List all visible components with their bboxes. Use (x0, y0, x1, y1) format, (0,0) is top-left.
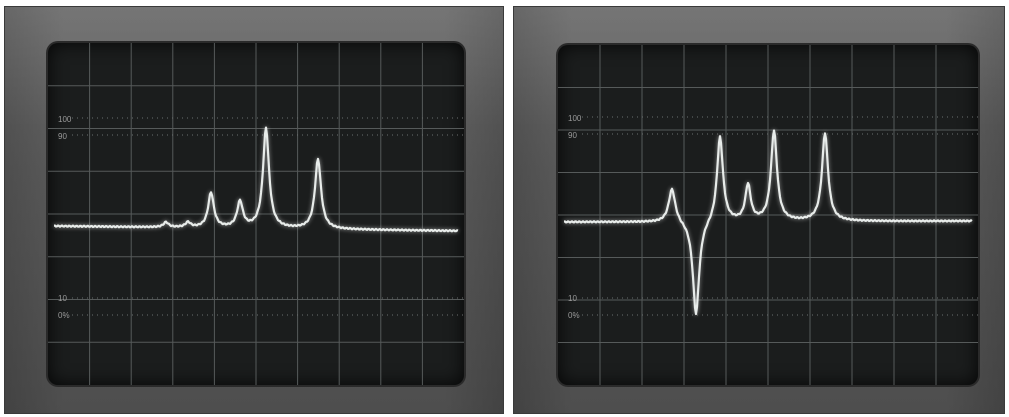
marker-90: 90 (568, 131, 577, 140)
reference-lines-right (582, 116, 978, 316)
oscilloscope-screen-right: 100 90 10 0% (558, 45, 978, 385)
trace-waveform-right (563, 129, 973, 316)
marker-90: 90 (58, 132, 67, 141)
trace-waveform-left (53, 126, 459, 233)
screen-graphics-left: 100 90 10 0% (48, 43, 464, 385)
screen-graphics-right: 100 90 10 0% (558, 45, 978, 385)
marker-100: 100 (568, 114, 582, 123)
oscilloscope-left: 100 90 10 0% (4, 6, 504, 414)
oscilloscope-screen-left: 100 90 10 0% (48, 43, 464, 385)
graticule-right (558, 45, 978, 385)
marker-100: 100 (58, 115, 72, 124)
graticule-left (48, 43, 464, 385)
marker-0-percent: 0% (568, 311, 580, 320)
marker-0-percent: 0% (58, 311, 70, 320)
marker-10: 10 (568, 294, 577, 303)
oscilloscope-right: 100 90 10 0% (513, 6, 1005, 414)
marker-10: 10 (58, 294, 67, 303)
